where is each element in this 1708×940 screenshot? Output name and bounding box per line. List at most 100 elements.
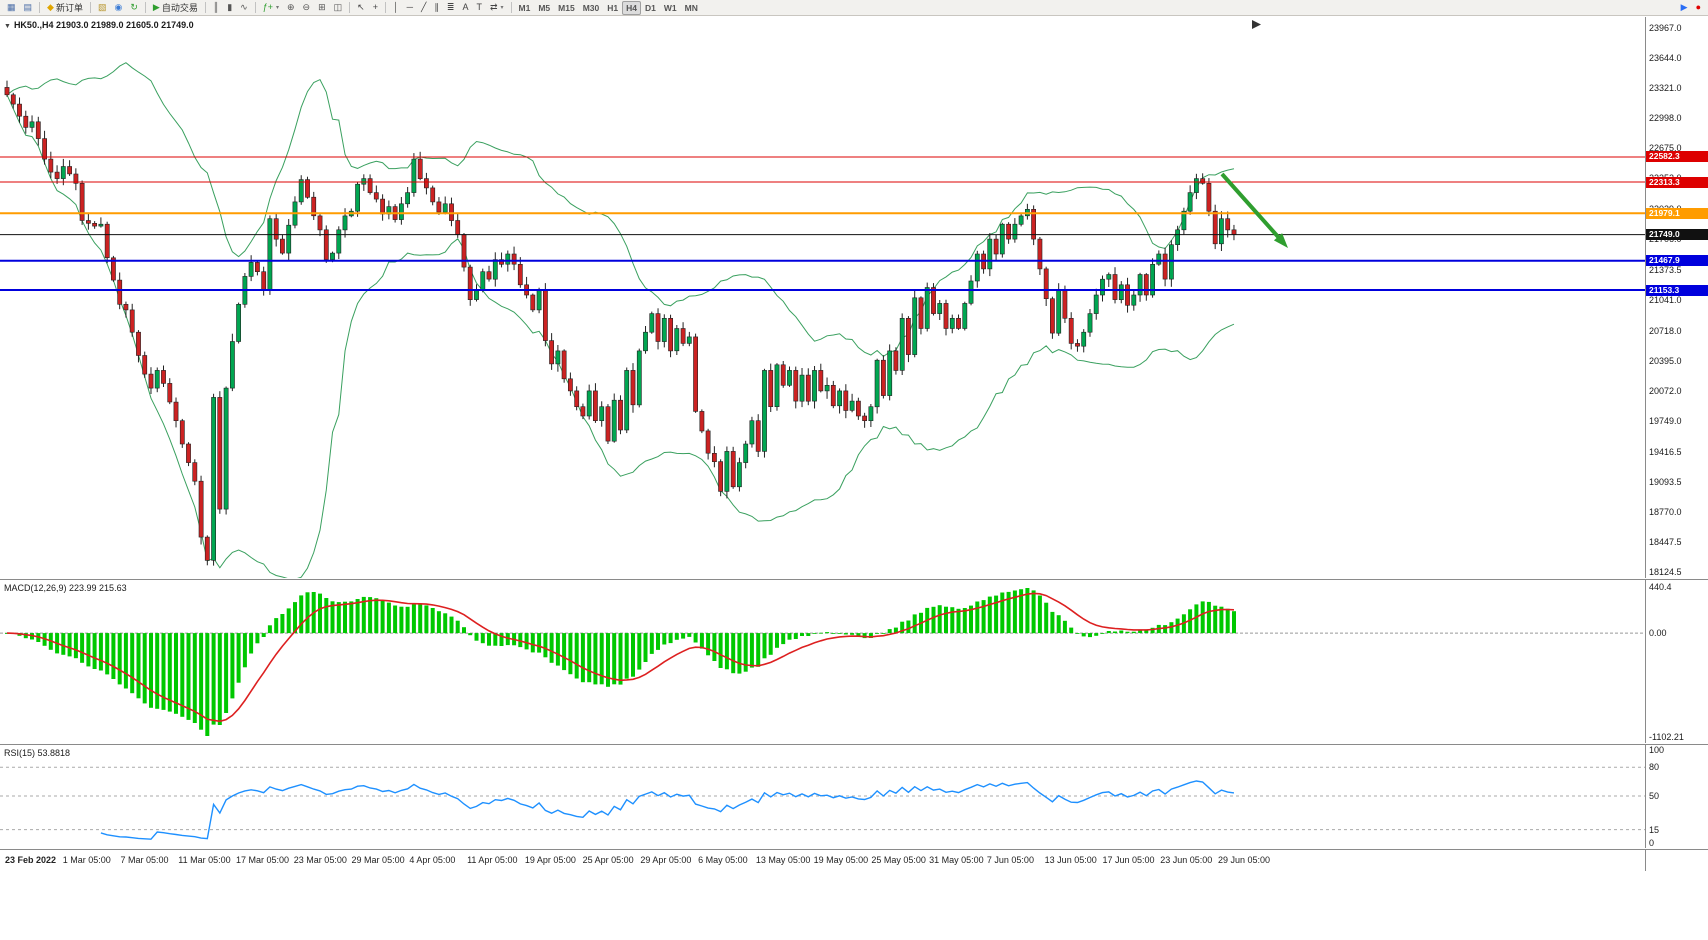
horizontal-price-lines[interactable]	[0, 156, 1645, 291]
tf-m15-button[interactable]: M15	[554, 1, 579, 15]
candle-body	[336, 229, 342, 254]
candle-body	[505, 253, 511, 265]
zoom-in-button[interactable]: ⊕	[283, 1, 299, 15]
candle-body	[148, 373, 154, 389]
record-icon[interactable]: ●	[1692, 1, 1705, 15]
candle-body	[173, 401, 179, 422]
crosshair-button[interactable]: +	[369, 1, 382, 15]
time-axis[interactable]: 23 Feb 2022 1 Mar 05:00 7 Mar 05:00 11 Mar …	[0, 849, 1708, 871]
rsi-canvas[interactable]	[0, 745, 1645, 849]
tf-m1-button[interactable]: M1	[515, 1, 535, 15]
candle-body	[567, 378, 573, 392]
trend-arrow-annotation[interactable]	[1220, 172, 1288, 248]
tf-h1-button[interactable]: H1	[603, 1, 622, 15]
price-axis-label: 18447.5	[1649, 536, 1682, 547]
tf-mn-button[interactable]: MN	[681, 1, 702, 15]
candle-body	[774, 364, 780, 407]
line-chart-button[interactable]: ∿	[236, 1, 252, 15]
tf-w1-button[interactable]: W1	[660, 1, 681, 15]
candle-body	[905, 317, 911, 355]
candle-body	[549, 340, 554, 365]
tf-d1-button[interactable]: D1	[641, 1, 660, 15]
cascade-windows-button[interactable]: ◫	[330, 1, 347, 15]
tf-m1-button-label: M1	[518, 2, 531, 13]
toolbar-separator	[510, 2, 512, 13]
candle-body	[849, 400, 855, 411]
arrows-button[interactable]: ⇄ ▾	[486, 1, 508, 15]
candle-body	[968, 280, 974, 304]
accounts-button[interactable]: ◉	[110, 1, 126, 15]
candle-body	[718, 461, 723, 492]
zoom-out-button[interactable]: ⊖	[299, 1, 315, 15]
vertical-line-button[interactable]: │	[389, 1, 403, 15]
main-chart-panel: ▼ HK50.,H4 21903.0 21989.0 21605.0 21749.…	[0, 17, 1708, 578]
candle-body	[104, 223, 110, 258]
scroll-end-marker-icon[interactable]	[1252, 20, 1261, 29]
autotrading-button[interactable]: ▶ 自动交易	[149, 1, 202, 15]
text-button[interactable]: A	[458, 1, 472, 15]
candle-body	[686, 336, 692, 344]
one-click-trading-icon[interactable]: ▶	[1677, 1, 1692, 15]
price-line-badge: 22582.3	[1646, 151, 1708, 163]
macd-canvas[interactable]	[0, 580, 1645, 744]
macd-bar	[1081, 633, 1086, 637]
trendline-button[interactable]: ╱	[417, 1, 430, 15]
candle-body	[236, 303, 241, 342]
candle-body	[1093, 294, 1099, 314]
chevron-down-icon[interactable]: ▾	[500, 5, 504, 11]
chevron-down-icon[interactable]: ▾	[275, 5, 279, 11]
macd-bar	[1150, 627, 1155, 634]
tf-h4-button[interactable]: H4	[622, 0, 641, 15]
candle-body	[655, 313, 661, 342]
tf-m5-button[interactable]: M5	[534, 1, 554, 15]
candle-body	[248, 262, 254, 277]
macd-bar	[217, 633, 222, 725]
candle-body	[373, 192, 379, 200]
market-watch-button[interactable]: ▦	[3, 1, 20, 15]
macd-bar	[800, 633, 804, 636]
new-order-button[interactable]: ◆ 新订单	[43, 1, 87, 15]
main-chart-canvas[interactable]	[0, 17, 1645, 578]
tile-windows-button[interactable]: ⊞	[314, 1, 330, 15]
macd-histogram	[5, 588, 1236, 736]
candle-body	[267, 218, 273, 291]
toolbar-separator	[349, 2, 351, 13]
price-axis[interactable]: 23967.023644.023321.022998.022675.022352…	[1645, 17, 1708, 578]
text-label-button[interactable]: T	[472, 1, 486, 15]
fibonacci-button[interactable]: ≣	[443, 1, 459, 15]
refresh-button[interactable]: ↻	[126, 1, 142, 15]
metaeditor-button[interactable]: ▧	[94, 1, 111, 15]
macd-bar	[261, 633, 266, 637]
candlestick-chart-button[interactable]: ▮	[223, 1, 236, 15]
candle-body	[611, 399, 617, 442]
macd-bar	[1169, 622, 1174, 634]
bar-chart-button[interactable]: ║	[209, 1, 223, 15]
candle-body	[273, 218, 279, 240]
macd-axis[interactable]: 440.4 0.00 -1102.21	[1645, 580, 1708, 743]
rsi-axis[interactable]: 100 80 50 15 0	[1645, 745, 1708, 848]
candle-body	[580, 406, 586, 417]
macd-bar	[587, 633, 592, 683]
channel-button[interactable]: ∥	[430, 1, 443, 15]
candle-body	[592, 390, 598, 421]
macd-bar	[1100, 633, 1105, 634]
navigator-button[interactable]: ▤	[20, 1, 37, 15]
macd-bar	[267, 625, 272, 634]
macd-bar	[1125, 631, 1130, 634]
cursor-button[interactable]: ↖	[353, 1, 369, 15]
macd-bar	[374, 598, 379, 634]
candle-body	[330, 252, 335, 260]
candle-body	[912, 297, 918, 355]
chart-collapse-icon[interactable]: ▼	[4, 23, 11, 30]
candle-body	[442, 203, 448, 213]
horizontal-line-button[interactable]: ─	[403, 1, 417, 15]
macd-bar	[850, 633, 855, 635]
candle-body	[1031, 209, 1036, 240]
price-axis-label: 23321.0	[1649, 83, 1682, 94]
macd-axis-label: 440.4	[1649, 582, 1672, 592]
candle-body	[417, 158, 423, 180]
tf-m30-button[interactable]: M30	[579, 1, 604, 15]
indicators-button[interactable]: ƒ+ ▾	[259, 1, 283, 15]
macd-bar	[318, 593, 322, 634]
macd-bar	[155, 633, 160, 709]
